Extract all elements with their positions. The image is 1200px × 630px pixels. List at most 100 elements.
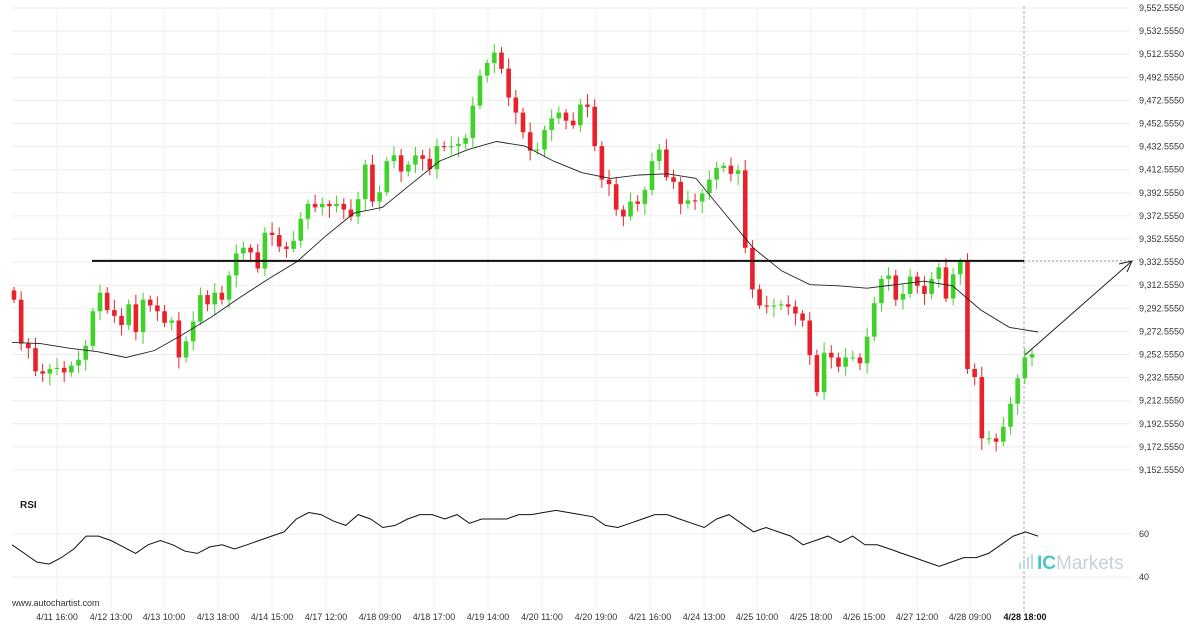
candle-body	[793, 306, 798, 314]
rsi-gridlines	[12, 533, 1130, 578]
candle-body	[162, 311, 167, 323]
price-tick-label: 9,172.5550	[1139, 442, 1184, 452]
candle-body	[821, 352, 827, 393]
price-tick-label: 9,372.5550	[1139, 211, 1184, 221]
candle-body	[864, 336, 870, 364]
projection-arrow	[1024, 260, 1133, 356]
candle-body	[907, 276, 913, 294]
candle-body	[248, 247, 253, 253]
candle-body	[269, 232, 275, 236]
candle-body	[671, 177, 676, 182]
candle-body	[843, 357, 848, 367]
candle-body	[413, 155, 418, 165]
candle-body	[233, 253, 239, 276]
candle-body	[871, 303, 877, 337]
candle-body	[893, 275, 899, 300]
price-tick-label: 9,492.5550	[1139, 72, 1184, 82]
price-tick-label: 9,332.5550	[1139, 257, 1184, 267]
price-tick-label: 9,452.5550	[1139, 119, 1184, 129]
candle-body	[721, 165, 727, 169]
time-gridlines	[56, 6, 971, 610]
candle-body	[499, 52, 504, 69]
candle-body	[477, 75, 483, 106]
price-tick-label: 9,152.5550	[1139, 465, 1184, 475]
projection-arrow-shaft	[1024, 260, 1133, 356]
candle-body	[226, 275, 232, 300]
candle-body	[327, 203, 332, 207]
candle-body	[965, 261, 970, 370]
candle-body	[764, 305, 770, 307]
time-tick-label: 4/24 13:00	[683, 612, 726, 622]
candle-body	[183, 341, 189, 358]
candle-body	[993, 438, 999, 442]
price-tick-label: 9,472.5550	[1139, 95, 1184, 105]
price-tick-label: 9,532.5550	[1139, 26, 1184, 36]
candle-body	[305, 203, 311, 219]
candle-body	[312, 203, 318, 208]
price-tick-label: 9,272.5550	[1139, 326, 1184, 336]
price-tick-label: 9,192.5550	[1139, 419, 1184, 429]
candle-body	[728, 165, 734, 174]
candle-body	[814, 355, 820, 393]
candle-body	[362, 164, 368, 200]
price-tick-label: 9,252.5550	[1139, 350, 1184, 360]
candle-body	[1022, 357, 1028, 379]
candle-body	[341, 203, 347, 210]
candle-body	[613, 184, 619, 210]
price-tick-label: 9,412.5550	[1139, 165, 1184, 175]
candle-body	[140, 299, 146, 333]
projection-arrowhead	[1118, 260, 1133, 273]
time-tick-label: 4/25 18:00	[790, 612, 833, 622]
candle-body	[1029, 353, 1035, 358]
candle-body	[334, 203, 339, 207]
time-tick-label: 4/12 13:00	[90, 612, 133, 622]
rsi-label: RSI	[20, 500, 37, 511]
price-gridlines	[12, 7, 1130, 471]
candle-body	[685, 200, 691, 204]
time-tick-label: 4/28 18:00	[1003, 612, 1046, 622]
candle-body	[506, 68, 511, 98]
candle-body	[1015, 378, 1020, 404]
candle-body	[649, 161, 655, 190]
candle-body	[979, 377, 985, 439]
candle-body	[807, 320, 813, 356]
price-tick-label: 9,512.5550	[1139, 49, 1184, 59]
time-tick-label: 4/21 16:00	[629, 612, 672, 622]
candle-body	[370, 164, 375, 202]
candle-body	[642, 189, 648, 204]
candle-body	[463, 138, 468, 144]
time-tick-label: 4/13 10:00	[143, 612, 186, 622]
candle-body	[398, 155, 404, 172]
candle-body	[750, 247, 755, 290]
candle-body	[377, 192, 382, 202]
candle-body	[943, 267, 949, 299]
time-tick-label: 4/18 17:00	[413, 612, 456, 622]
price-tick-label: 9,312.5550	[1139, 280, 1184, 290]
candle-body	[678, 181, 684, 204]
candle-body	[556, 112, 562, 119]
time-tick-label: 4/28 09:00	[949, 612, 992, 622]
candle-body	[33, 348, 38, 372]
candle-body	[628, 201, 633, 217]
candle-body	[520, 112, 526, 133]
candle-body	[190, 321, 196, 342]
candle-body	[133, 304, 139, 333]
candle-body	[76, 359, 81, 366]
candle-body	[384, 161, 390, 193]
time-tick-label: 4/19 14:00	[467, 612, 510, 622]
brand-ic: IC	[1037, 553, 1056, 574]
candle-body	[420, 155, 425, 159]
candle-body	[778, 304, 784, 306]
candle-body	[929, 278, 934, 294]
candle-body	[535, 149, 540, 151]
svg-text:ICMarkets: ICMarkets	[1037, 553, 1124, 574]
candle-body	[262, 232, 268, 269]
time-tick-label: 4/26 15:00	[843, 612, 886, 622]
candle-body	[1001, 426, 1006, 442]
candle-body	[40, 371, 45, 374]
candle-body	[155, 305, 160, 312]
candle-body	[922, 285, 927, 294]
candle-body	[104, 292, 110, 311]
candle-body	[83, 345, 88, 360]
candlesticks	[11, 44, 1035, 452]
